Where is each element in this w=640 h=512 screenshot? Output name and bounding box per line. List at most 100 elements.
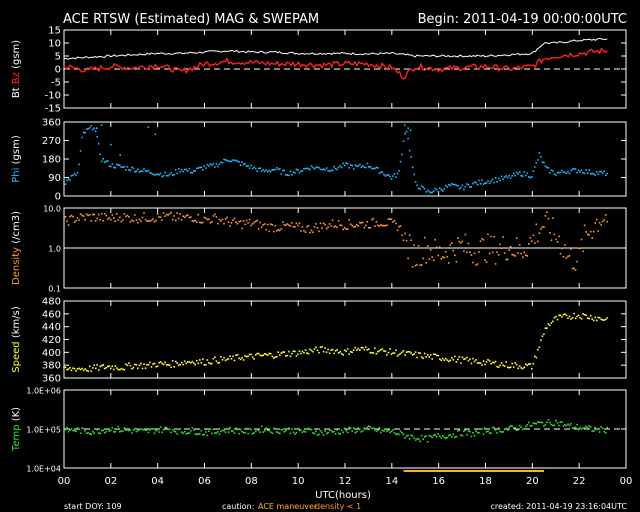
data-point (297, 224, 299, 227)
data-point (352, 349, 355, 351)
data-point (460, 434, 462, 436)
data-point (452, 249, 455, 252)
y-axis-label-part: Bz (11, 72, 22, 87)
data-point (285, 355, 287, 357)
data-point (230, 430, 233, 432)
data-point (345, 429, 347, 432)
data-point (190, 430, 192, 432)
data-point (190, 216, 192, 218)
data-point (212, 357, 215, 360)
data-point (154, 133, 157, 136)
data-point (515, 429, 518, 432)
data-point (229, 426, 231, 429)
data-point (84, 218, 86, 221)
data-point (126, 429, 129, 431)
data-point (257, 228, 260, 230)
data-point (460, 186, 462, 189)
data-point (369, 166, 372, 168)
data-point (595, 428, 598, 431)
data-point (577, 247, 580, 249)
data-point (116, 428, 118, 431)
data-point (357, 347, 360, 350)
data-point (301, 170, 304, 172)
data-point (508, 174, 510, 177)
data-point (538, 152, 541, 154)
data-point (294, 226, 296, 228)
data-point (203, 433, 206, 436)
data-point (220, 161, 222, 164)
data-point (508, 367, 510, 369)
data-point (150, 428, 153, 430)
data-point (209, 163, 212, 165)
data-point (541, 161, 544, 163)
data-point (199, 166, 201, 169)
data-point (451, 436, 453, 438)
y-axis-label: Temp (K) (11, 407, 22, 452)
data-point (288, 224, 290, 226)
data-point (463, 250, 465, 252)
data-point (155, 365, 157, 368)
data-point (405, 351, 408, 353)
data-point (517, 428, 519, 431)
data-point (313, 168, 316, 170)
data-point (383, 173, 385, 176)
data-point (579, 171, 581, 173)
data-point (153, 432, 156, 435)
data-point (401, 432, 403, 434)
data-point (368, 166, 370, 168)
data-point (598, 221, 601, 224)
y-tick-label: -5 (51, 78, 61, 89)
data-point (256, 219, 258, 222)
data-point (128, 429, 130, 432)
data-point (528, 421, 530, 424)
data-point (493, 236, 495, 238)
data-point (523, 366, 526, 369)
data-point (241, 430, 243, 433)
data-point (318, 433, 320, 436)
data-point (218, 218, 221, 221)
data-point (349, 223, 352, 225)
data-point (72, 215, 74, 218)
data-point (488, 182, 491, 185)
data-point (357, 165, 360, 167)
data-point (522, 175, 524, 177)
data-point (96, 127, 98, 129)
data-point (285, 174, 287, 176)
data-point (538, 232, 541, 234)
data-point (435, 246, 438, 248)
y-axis-label-part: (/cm3) (11, 211, 22, 247)
data-point (365, 428, 367, 430)
data-point (111, 214, 114, 216)
data-point (273, 230, 275, 233)
data-point (423, 236, 426, 239)
data-point (555, 315, 557, 318)
y-tick-label: 90 (48, 173, 61, 184)
data-point (177, 217, 180, 220)
data-point (194, 363, 197, 366)
data-point (183, 360, 186, 363)
data-point (230, 160, 233, 163)
data-point (528, 363, 530, 365)
data-point (193, 170, 195, 172)
data-point (233, 432, 236, 434)
data-point (336, 429, 338, 431)
data-point (423, 352, 426, 355)
data-point (253, 358, 255, 360)
data-point (312, 432, 314, 434)
data-point (346, 348, 349, 350)
data-point (380, 224, 382, 226)
data-point (283, 169, 286, 172)
data-point (322, 434, 325, 436)
data-point (63, 185, 65, 187)
data-point (158, 361, 160, 364)
data-point (131, 166, 133, 169)
data-point (345, 162, 347, 164)
data-point (301, 431, 304, 434)
data-point (598, 431, 601, 433)
data-point (496, 251, 498, 253)
data-point (76, 427, 79, 429)
data-point (395, 433, 397, 436)
data-point (214, 213, 216, 216)
data-point (366, 162, 369, 165)
